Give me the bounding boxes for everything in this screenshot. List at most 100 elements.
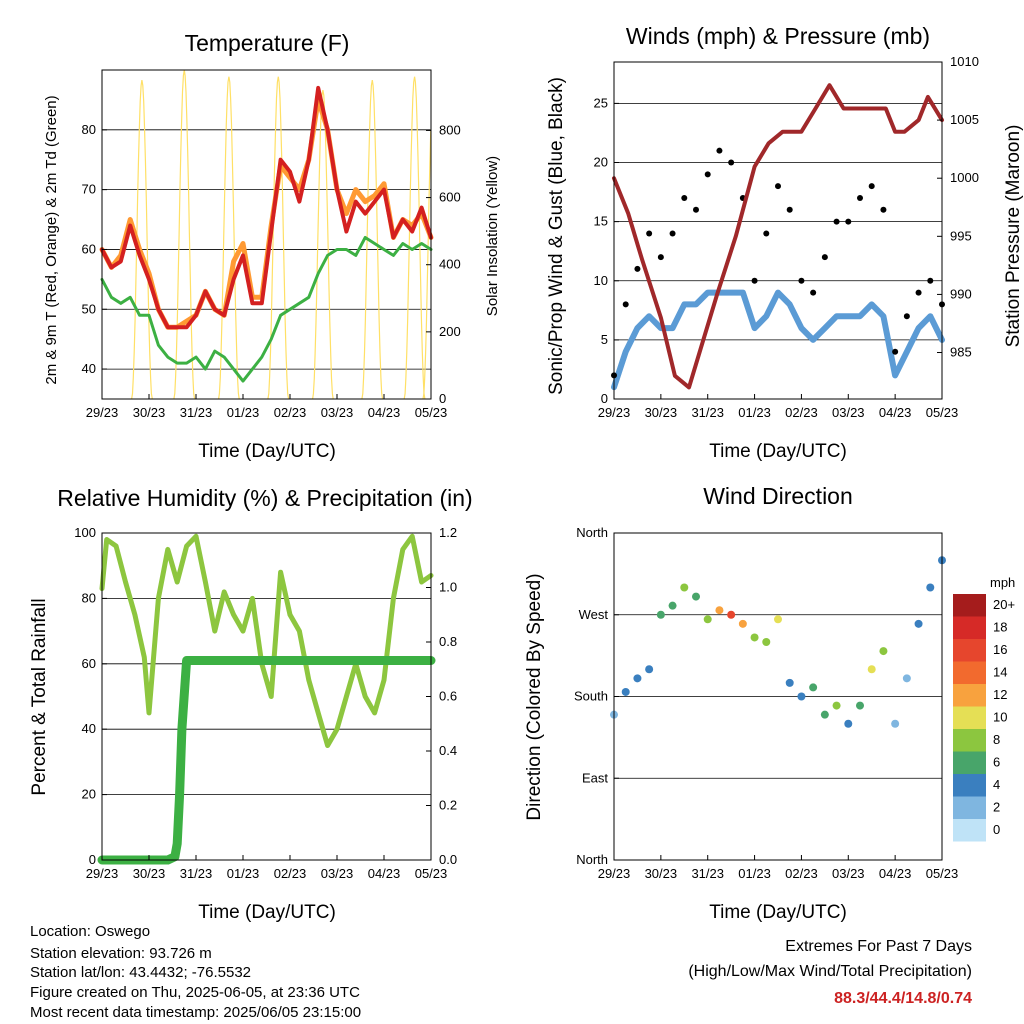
x-tick-label: 02/23 xyxy=(785,866,818,881)
colorbar-swatch xyxy=(953,684,986,707)
temperature-left-ticks: 40 50 60 70 80 xyxy=(82,122,107,376)
y-tick-label: 10 xyxy=(594,273,608,288)
y2-tick-label: 1010 xyxy=(950,54,979,69)
colorbar-label: 20+ xyxy=(993,597,1015,612)
colorbar-label: 4 xyxy=(993,777,1000,792)
wind-line xyxy=(611,289,945,391)
gust-point xyxy=(775,183,781,190)
x-tick-label: 01/23 xyxy=(227,405,260,420)
y2-tick-label: 0.2 xyxy=(439,798,457,813)
y-tick-label: South xyxy=(574,689,608,704)
extremes-heading: Extremes For Past 7 Days xyxy=(785,938,972,955)
direction-point xyxy=(738,619,747,628)
direction-point xyxy=(867,665,876,674)
x-tick-label: 31/23 xyxy=(180,866,213,881)
direction-point xyxy=(785,678,794,687)
gust-point xyxy=(657,254,664,261)
x-tick-label: 29/23 xyxy=(598,866,631,881)
y2-tick-label: 995 xyxy=(950,228,972,243)
gust-point xyxy=(810,289,817,296)
colorbar-label: 10 xyxy=(993,710,1007,725)
y-tick-label: 60 xyxy=(82,656,96,671)
gust-point xyxy=(622,301,629,308)
x-tick-label: 04/23 xyxy=(879,405,912,420)
x-tick-label: 01/23 xyxy=(738,866,771,881)
colorbar-unit: mph xyxy=(990,575,1015,590)
colorbar-swatch xyxy=(953,729,986,752)
direction-point xyxy=(727,610,736,619)
y-tick-label: West xyxy=(579,607,609,622)
colorbar-label: 2 xyxy=(993,800,1000,815)
gust-point xyxy=(646,230,653,237)
colorbar-label: 8 xyxy=(993,732,1000,747)
humidity-ylabel: Percent & Total Rainfall xyxy=(29,598,50,795)
gust-point xyxy=(634,265,641,272)
direction-point xyxy=(914,619,923,628)
humidity-x-ticks: 29/23 30/23 31/23 01/23 02/23 03/23 04/23 05/23 xyxy=(86,855,448,881)
station-latlon: Station lat/lon: 43.4432; -76.5532 xyxy=(30,964,251,981)
y-tick-label: 40 xyxy=(82,361,96,376)
gust-point xyxy=(857,194,863,201)
x-tick-label: 05/23 xyxy=(415,866,448,881)
gust-point xyxy=(892,348,899,355)
speed-colorbar: mph 20+ 18 16 14 12 10 8 6 4 2 0 xyxy=(953,575,1015,842)
humidity-right-ticks: 0.0 0.2 0.4 0.6 0.8 1.0 1.2 xyxy=(426,525,457,867)
temperature-ylabel-right: Solar Insolation (Yellow) xyxy=(484,156,501,316)
temperature-xlabel: Time (Day/UTC) xyxy=(198,441,336,462)
direction-x-ticks: 29/23 30/23 31/23 01/23 02/23 03/23 04/23 05/23 xyxy=(598,855,958,881)
y2-tick-label: 0 xyxy=(439,391,446,406)
y-tick-label: 100 xyxy=(74,525,96,540)
direction-point xyxy=(902,674,911,683)
colorbar-swatch xyxy=(953,751,986,774)
y2-tick-label: 0.8 xyxy=(439,634,457,649)
y-tick-label: 40 xyxy=(82,721,96,736)
colorbar-label: 14 xyxy=(993,665,1007,680)
direction-point xyxy=(621,687,630,696)
x-tick-label: 30/23 xyxy=(645,405,678,420)
gust-point xyxy=(728,159,735,166)
gust-point xyxy=(693,206,699,213)
direction-point xyxy=(832,701,841,710)
y-tick-label: 0 xyxy=(601,391,608,406)
direction-point xyxy=(774,615,782,624)
y2-tick-label: 1.2 xyxy=(439,525,457,540)
winds-ylabel: Sonic/Prop Wind & Gust (Blue, Black) xyxy=(546,77,567,395)
y-tick-label: 60 xyxy=(82,241,96,256)
y2-tick-label: 0.6 xyxy=(439,689,457,704)
temperature-right-ticks: 0 200 400 600 800 xyxy=(426,122,461,406)
y2-tick-label: 985 xyxy=(950,345,972,360)
x-tick-label: 02/23 xyxy=(274,866,307,881)
gust-point xyxy=(716,147,723,154)
temperature-series xyxy=(99,85,434,383)
gust-point xyxy=(681,194,688,201)
y-tick-label: 70 xyxy=(82,182,96,197)
humidity-xlabel: Time (Day/UTC) xyxy=(198,902,336,923)
direction-point xyxy=(844,719,853,728)
x-tick-label: 04/23 xyxy=(368,866,401,881)
colorbar-swatch xyxy=(953,796,986,819)
direction-point xyxy=(797,692,806,701)
x-tick-label: 01/23 xyxy=(227,866,260,881)
gust-point xyxy=(845,218,852,225)
y-tick-label: 20 xyxy=(594,155,608,170)
x-tick-label: 02/23 xyxy=(274,405,307,420)
winds-plot-frame xyxy=(613,61,943,400)
direction-ylabel: Direction (Colored By Speed) xyxy=(524,573,545,820)
colorbar-label: 6 xyxy=(993,755,1000,770)
x-tick-label: 30/23 xyxy=(133,866,166,881)
temp-2m-line xyxy=(100,85,433,330)
x-tick-label: 31/23 xyxy=(691,866,724,881)
y2-tick-label: 1000 xyxy=(950,170,979,185)
y-tick-label: 20 xyxy=(82,787,96,802)
direction-point xyxy=(879,647,888,656)
y2-tick-label: 1.0 xyxy=(439,580,457,595)
temperature-x-ticks: 29/23 30/23 31/23 01/23 02/23 03/23 04/23 05/23 xyxy=(86,394,447,420)
solar-curve xyxy=(422,129,432,400)
station-elevation: Station elevation: 93.726 m xyxy=(30,945,212,962)
winds-title: Winds (mph) & Pressure (mb) xyxy=(626,23,930,49)
temperature-title: Temperature (F) xyxy=(185,30,350,56)
colorbar-label: 0 xyxy=(993,822,1000,837)
direction-xlabel: Time (Day/UTC) xyxy=(709,902,847,923)
y2-tick-label: 990 xyxy=(950,286,972,301)
